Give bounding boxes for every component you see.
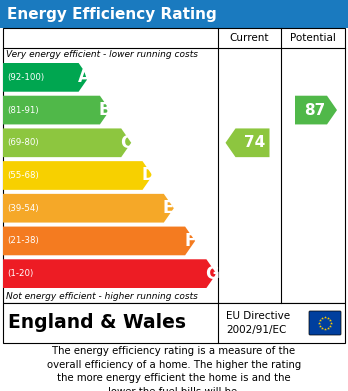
- Text: C: C: [120, 134, 133, 152]
- Polygon shape: [295, 96, 337, 124]
- Text: (69-80): (69-80): [7, 138, 39, 147]
- Text: Not energy efficient - higher running costs: Not energy efficient - higher running co…: [6, 292, 198, 301]
- Polygon shape: [3, 128, 131, 157]
- Bar: [3, 28, 345, 303]
- Polygon shape: [226, 128, 269, 157]
- Text: Very energy efficient - lower running costs: Very energy efficient - lower running co…: [6, 50, 198, 59]
- Text: (55-68): (55-68): [7, 171, 39, 180]
- Text: E: E: [163, 199, 174, 217]
- Text: F: F: [184, 232, 196, 250]
- FancyBboxPatch shape: [309, 311, 341, 335]
- Text: EU Directive
2002/91/EC: EU Directive 2002/91/EC: [226, 311, 290, 335]
- Polygon shape: [3, 259, 216, 288]
- Text: 87: 87: [304, 102, 326, 118]
- Text: The energy efficiency rating is a measure of the
overall efficiency of a home. T: The energy efficiency rating is a measur…: [47, 346, 301, 391]
- Bar: [3, 303, 345, 343]
- Bar: [0, 0, 348, 28]
- Polygon shape: [3, 63, 89, 92]
- Text: Potential: Potential: [290, 33, 336, 43]
- Polygon shape: [3, 161, 152, 190]
- Text: Energy Efficiency Rating: Energy Efficiency Rating: [7, 7, 217, 22]
- Text: B: B: [99, 101, 112, 119]
- Text: (1-20): (1-20): [7, 269, 33, 278]
- Text: (92-100): (92-100): [7, 73, 44, 82]
- Polygon shape: [3, 226, 195, 255]
- Text: G: G: [205, 265, 219, 283]
- Text: (39-54): (39-54): [7, 204, 39, 213]
- Polygon shape: [3, 194, 174, 222]
- Text: D: D: [142, 167, 155, 185]
- Text: Current: Current: [230, 33, 269, 43]
- Text: A: A: [78, 68, 90, 86]
- Text: (21-38): (21-38): [7, 237, 39, 246]
- Text: England & Wales: England & Wales: [8, 314, 186, 332]
- Polygon shape: [3, 96, 110, 124]
- Text: (81-91): (81-91): [7, 106, 39, 115]
- Text: 74: 74: [244, 135, 265, 150]
